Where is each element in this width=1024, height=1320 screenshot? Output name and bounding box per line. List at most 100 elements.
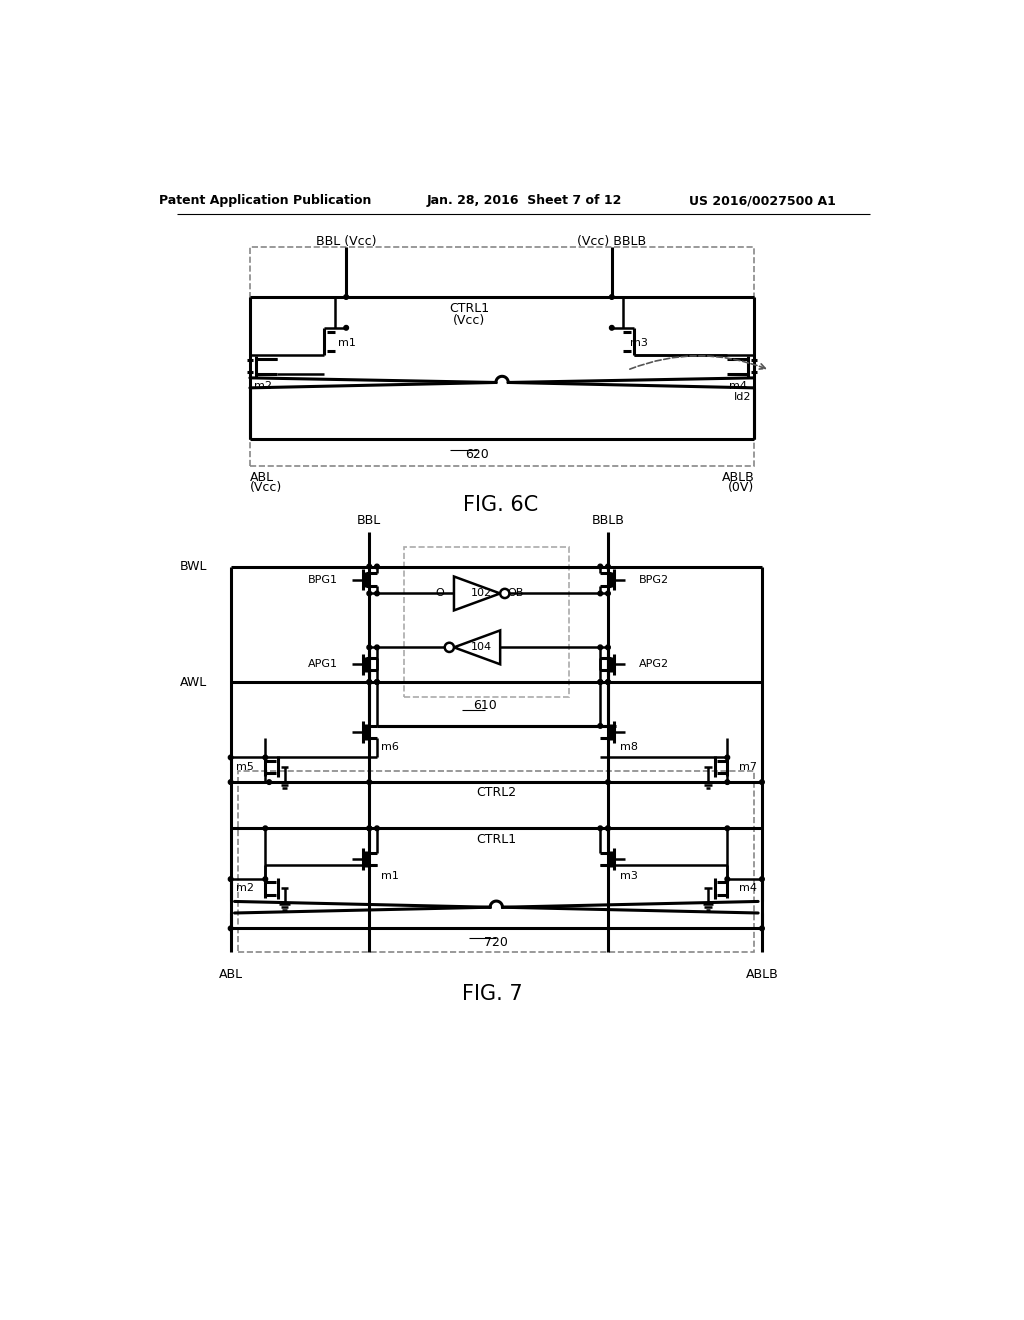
Text: m2: m2 [254, 380, 271, 391]
Circle shape [375, 645, 379, 649]
Polygon shape [454, 577, 500, 610]
Text: ABL: ABL [250, 471, 274, 484]
Bar [250, 247, 755, 466]
Text: m3: m3 [630, 338, 647, 348]
Text: 102: 102 [470, 589, 492, 598]
Text: m5: m5 [236, 762, 254, 772]
Circle shape [263, 826, 267, 830]
Text: Patent Application Publication: Patent Application Publication [159, 194, 372, 207]
Text: FIG. 7: FIG. 7 [462, 983, 523, 1003]
Circle shape [263, 876, 267, 882]
Circle shape [760, 780, 764, 784]
Circle shape [609, 294, 614, 300]
Text: (0V): (0V) [728, 482, 755, 495]
Text: BBL: BBL [357, 513, 381, 527]
Text: BWL: BWL [180, 560, 208, 573]
Text: CTRL1: CTRL1 [450, 302, 489, 315]
Text: CTRL1: CTRL1 [476, 833, 516, 846]
Text: ABLB: ABLB [722, 471, 755, 484]
Polygon shape [454, 631, 500, 664]
Circle shape [263, 755, 267, 760]
Text: 620: 620 [465, 449, 488, 462]
Text: m2: m2 [236, 883, 254, 894]
Text: ABL: ABL [218, 968, 243, 981]
Circle shape [444, 643, 454, 652]
Circle shape [375, 680, 379, 684]
Circle shape [344, 326, 348, 330]
Text: CTRL2: CTRL2 [476, 787, 516, 800]
Circle shape [598, 680, 602, 684]
Circle shape [228, 927, 233, 931]
Text: US 2016/0027500 A1: US 2016/0027500 A1 [688, 194, 836, 207]
Circle shape [598, 591, 602, 595]
Circle shape [725, 876, 730, 882]
Circle shape [500, 589, 509, 598]
Text: m4: m4 [739, 883, 757, 894]
Circle shape [605, 826, 610, 830]
Text: AWL: AWL [180, 676, 208, 689]
Circle shape [598, 723, 602, 729]
Circle shape [375, 826, 379, 830]
Text: Jan. 28, 2016  Sheet 7 of 12: Jan. 28, 2016 Sheet 7 of 12 [427, 194, 623, 207]
Circle shape [725, 826, 730, 830]
Circle shape [228, 780, 233, 784]
Text: APG1: APG1 [308, 659, 338, 669]
Circle shape [367, 680, 372, 684]
Circle shape [605, 780, 610, 784]
Circle shape [605, 591, 610, 595]
Bar [403, 548, 569, 697]
Bar [239, 771, 755, 952]
Circle shape [598, 645, 602, 649]
Text: BBLB: BBLB [592, 513, 625, 527]
Text: m7: m7 [739, 762, 757, 772]
Text: m8: m8 [620, 742, 638, 752]
Text: BBL (Vcc): BBL (Vcc) [316, 235, 377, 248]
Text: O: O [436, 589, 444, 598]
Circle shape [367, 645, 372, 649]
Circle shape [228, 876, 233, 882]
Text: (Vcc): (Vcc) [250, 482, 283, 495]
Circle shape [375, 591, 379, 595]
Circle shape [228, 755, 233, 760]
Text: OB: OB [507, 589, 523, 598]
Circle shape [609, 326, 614, 330]
Circle shape [760, 876, 764, 882]
Text: BPG1: BPG1 [308, 574, 338, 585]
Text: Id2: Id2 [734, 392, 752, 403]
Circle shape [760, 927, 764, 931]
Circle shape [598, 564, 602, 569]
Circle shape [605, 680, 610, 684]
Circle shape [344, 294, 348, 300]
Circle shape [367, 826, 372, 830]
Circle shape [605, 645, 610, 649]
Text: (Vcc) BBLB: (Vcc) BBLB [578, 235, 646, 248]
Text: m4: m4 [728, 380, 746, 391]
Circle shape [725, 755, 730, 760]
Circle shape [367, 826, 372, 830]
Text: BPG2: BPG2 [639, 574, 670, 585]
Circle shape [375, 564, 379, 569]
Circle shape [605, 826, 610, 830]
Text: m1: m1 [381, 871, 398, 880]
Circle shape [367, 680, 372, 684]
Circle shape [367, 780, 372, 784]
Text: FIG. 6C: FIG. 6C [463, 495, 538, 515]
Circle shape [367, 591, 372, 595]
Circle shape [605, 680, 610, 684]
Circle shape [598, 680, 602, 684]
Circle shape [725, 780, 730, 784]
Text: m1: m1 [339, 338, 356, 348]
Text: 104: 104 [470, 643, 492, 652]
Circle shape [375, 680, 379, 684]
Text: m6: m6 [381, 742, 398, 752]
Text: (Vcc): (Vcc) [454, 314, 485, 326]
Circle shape [605, 564, 610, 569]
Circle shape [367, 564, 372, 569]
Text: m3: m3 [620, 871, 637, 880]
Text: ABLB: ABLB [745, 968, 778, 981]
Text: APG2: APG2 [639, 659, 670, 669]
Text: 610: 610 [473, 698, 497, 711]
Circle shape [267, 780, 271, 784]
Text: 720: 720 [484, 936, 508, 949]
Circle shape [598, 826, 602, 830]
